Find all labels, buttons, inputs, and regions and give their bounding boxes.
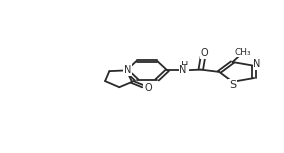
Text: H: H <box>181 61 188 71</box>
Text: N: N <box>179 65 187 75</box>
Text: O: O <box>144 83 152 93</box>
Text: CH₃: CH₃ <box>235 48 251 57</box>
Text: O: O <box>201 48 208 58</box>
Text: S: S <box>229 80 236 90</box>
Text: N: N <box>124 65 131 75</box>
Text: N: N <box>253 59 261 69</box>
